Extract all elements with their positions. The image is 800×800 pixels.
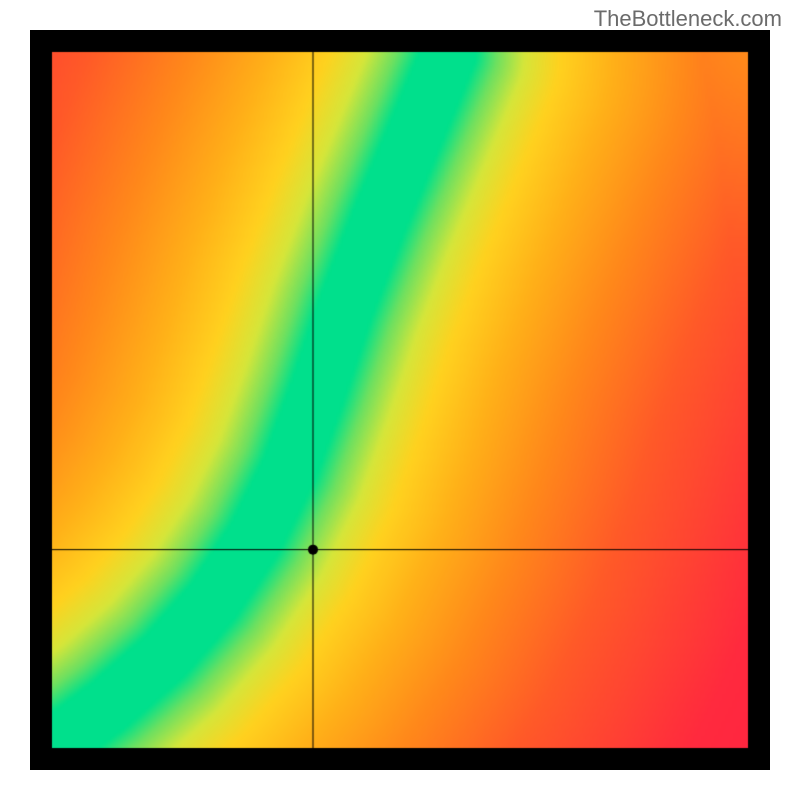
plot-area xyxy=(30,30,770,770)
chart-container: TheBottleneck.com xyxy=(0,0,800,800)
heatmap-canvas xyxy=(30,30,770,770)
watermark-text: TheBottleneck.com xyxy=(594,6,782,32)
